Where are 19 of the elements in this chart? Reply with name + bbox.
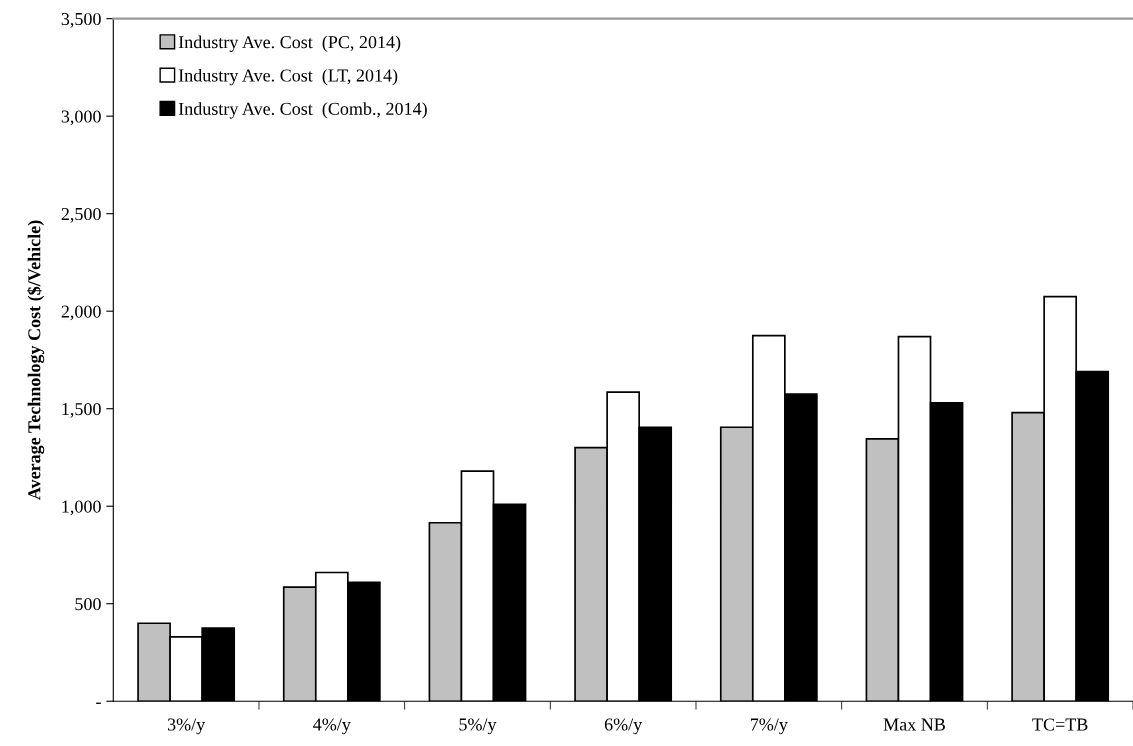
y-tick-label: 2,500 [61,207,101,223]
x-tick-label: Max NB [883,718,945,731]
x-tick-label: 7%/y [750,718,788,735]
y-axis-title: Average Technology Cost ($/Vehicle) [27,220,45,500]
legend-label: Industry Ave. Cost (LT, 2014) [178,68,398,86]
y-tick-label: 1,500 [62,402,101,418]
y-tick-label: 3,500 [61,12,101,28]
x-tick-label: TC=TB [1032,718,1088,731]
legend-label: Industry Ave. Cost (Comb., 2014) [178,102,427,119]
x-tick-label: 4%/y [313,718,351,735]
x-tick-label: 5%/y [459,718,497,735]
y-tick-label: 500 [75,597,101,611]
y-tick-label: - [96,702,101,704]
x-tick-label: 3%/y [167,718,206,735]
legend-label: Industry Ave. Cost (PC, 2014) [178,35,401,52]
x-tick-label: 6%/y [604,718,643,735]
y-tick-label: 2,000 [61,305,101,321]
y-tick-label: 3,000 [61,110,101,126]
y-tick-label: 1,000 [62,500,101,516]
